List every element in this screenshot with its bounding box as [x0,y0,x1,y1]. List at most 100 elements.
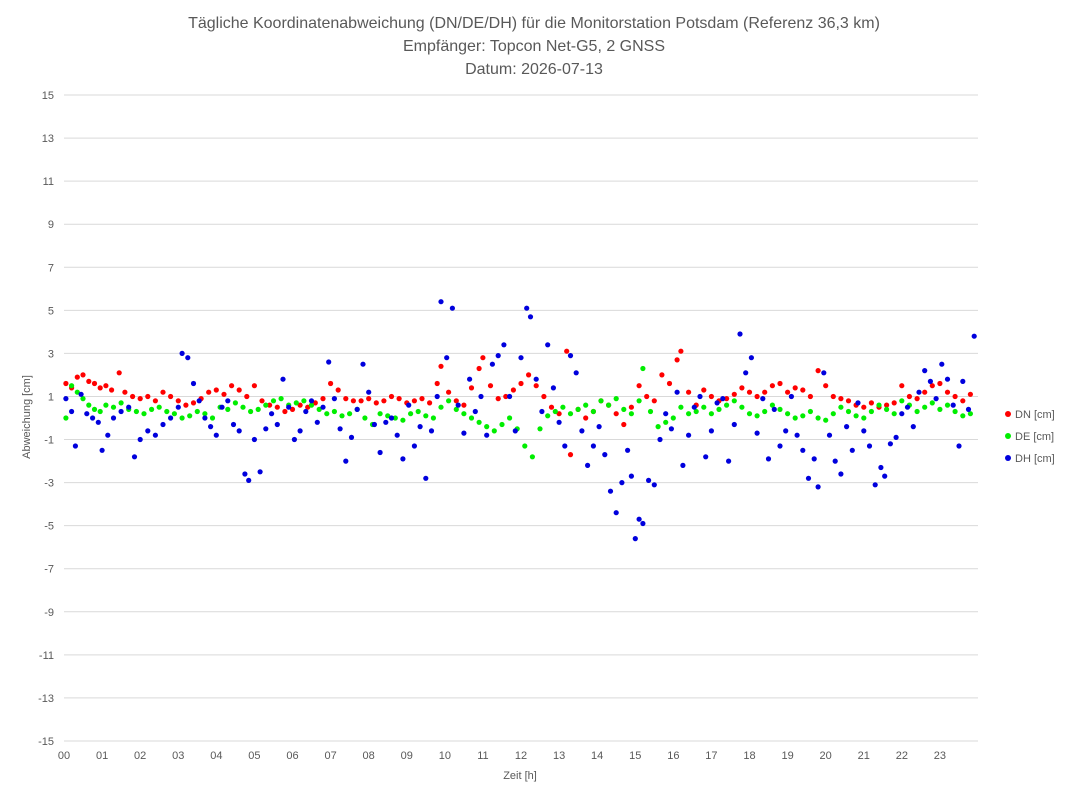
data-point-dh [78,391,84,397]
data-point-dh [651,482,657,488]
data-point-dn [792,385,798,391]
data-point-dh [343,458,349,464]
data-point-dh [872,482,878,488]
data-point-de [347,411,353,417]
data-point-de [430,415,436,421]
data-point-dn [480,355,486,361]
data-point-de [118,400,124,406]
data-point-dn [86,378,92,384]
data-point-de [331,408,337,415]
data-point-dh [765,456,772,462]
data-point-dn [190,400,197,406]
data-point-dh [760,396,766,402]
data-point-dh [308,398,315,404]
data-point-dh [697,393,703,400]
data-point-dn [613,411,619,417]
data-point-dn [97,385,103,391]
data-point-dh [394,432,400,438]
data-point-de [876,402,882,408]
data-point-de [308,402,315,408]
data-point-dh [219,404,225,410]
data-point-dh [202,415,208,421]
data-point-de [861,415,867,421]
data-point-dn [731,391,737,397]
data-point-dh [632,536,638,542]
data-point-dh [726,458,732,464]
data-point-dh [590,443,597,449]
data-point-de [800,413,806,419]
data-point-dh [748,355,755,361]
x-tick-label: 03 [172,750,184,762]
x-tick-label: 23 [934,750,946,762]
x-tick-label: 02 [134,750,146,762]
data-point-dn [861,404,867,410]
data-point-dh [337,426,343,432]
data-point-dh [438,299,444,305]
data-point-dh [524,305,530,311]
data-point-dh [887,441,894,447]
data-point-de [202,411,208,417]
data-point-de [491,428,497,434]
data-point-de [769,402,776,408]
data-point-dh [208,424,214,430]
y-axis-ticks: 15 13 11 9 7 5 3 1 -1 -3 -5 -7 -9 -11 -13 -15 [38,90,54,748]
y-tick-label: 3 [48,348,54,360]
data-point-dn [495,396,501,402]
data-point-de [415,408,421,415]
x-tick-label: 10 [439,750,451,762]
data-point-dh [314,419,320,425]
data-point-dh [472,408,478,415]
data-point-dh [927,378,934,384]
data-point-de [187,413,193,419]
data-point-dh [939,361,945,367]
data-point-dh [213,432,219,438]
data-point-dn [952,393,958,400]
data-point-dh [916,389,922,395]
data-point-de [628,411,635,417]
data-point-de [899,398,905,404]
data-point-de [636,398,642,404]
data-point-de [156,404,162,410]
data-point-dh [861,428,867,434]
y-tick-label: -13 [38,693,54,705]
y-tick-label: -9 [44,607,54,619]
data-point-dn [74,374,80,380]
data-point-de [324,411,330,417]
data-point-dn [708,393,715,400]
data-point-dn [651,398,657,404]
data-point-de [392,415,398,421]
x-tick-label: 17 [705,750,717,762]
data-point-dh [832,458,838,464]
data-point-dn [289,406,296,412]
data-point-dh [377,449,383,456]
y-tick-label: -15 [38,736,54,748]
x-tick-label: 12 [515,750,527,762]
data-point-dh [636,516,642,522]
data-point-de [701,404,707,410]
legend-label: DE [cm] [1015,431,1054,443]
data-point-de [507,415,513,421]
data-point-dh [383,419,389,425]
data-point-de [693,408,699,415]
data-point-de [270,398,277,404]
data-point-dh [922,368,928,374]
data-point-dh [507,393,513,400]
data-point-dn [815,368,821,374]
data-point-dh [754,430,760,436]
data-point-de [97,408,103,415]
data-point-de [807,408,814,415]
data-point-dn [899,383,905,389]
y-tick-label: -3 [44,478,54,490]
data-point-de [967,411,974,417]
data-point-dh [434,393,440,400]
data-point-dh [556,419,562,425]
data-point-dh [411,443,417,449]
data-point-de [103,402,109,408]
data-point-dh [826,432,833,438]
y-tick-label: 1 [48,391,54,403]
data-point-dn [274,404,280,410]
data-point-dh [893,434,899,440]
data-point-dh [680,462,686,468]
data-point-de [133,408,139,415]
data-point-dh [613,510,619,516]
